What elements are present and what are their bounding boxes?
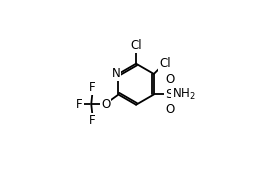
Text: F: F xyxy=(89,81,96,94)
Text: F: F xyxy=(89,114,96,127)
Text: N: N xyxy=(112,67,120,80)
Text: F: F xyxy=(76,98,83,111)
Text: Cl: Cl xyxy=(159,57,171,70)
Text: NH$_2$: NH$_2$ xyxy=(172,87,196,102)
Text: O: O xyxy=(101,98,110,111)
Text: O: O xyxy=(166,103,175,116)
Text: S: S xyxy=(165,88,173,101)
Text: O: O xyxy=(166,73,175,86)
Text: Cl: Cl xyxy=(130,39,142,52)
